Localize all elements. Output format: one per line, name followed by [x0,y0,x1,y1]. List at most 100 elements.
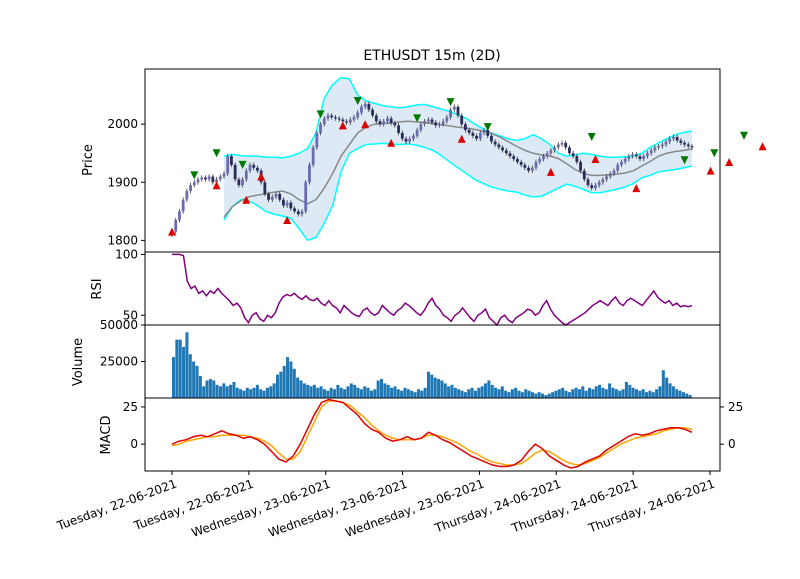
volume-bar [222,383,226,398]
candle-body [371,109,374,116]
volume-bar [487,380,491,398]
volume-bar [614,389,618,398]
volume-bar [329,387,333,398]
volume-bar [591,389,595,398]
volume-bar [530,392,534,398]
candle-body [300,211,304,215]
candle-body [319,124,322,133]
volume-bar [195,365,199,398]
volume-bar [192,361,196,398]
candle-body [449,109,452,118]
candle-body [653,147,657,151]
volume-bar [413,392,417,398]
candle-body [660,144,664,147]
volume-bar [604,389,608,398]
candle-body [545,153,549,157]
sell-marker [446,98,455,107]
candle-body [389,118,393,124]
volume-bar [376,380,380,398]
volume-ylabel: Volume [71,338,86,386]
candle-body [646,153,649,157]
candle-body [452,106,456,110]
candle-body [490,135,493,142]
candle-body [512,156,516,160]
candle-body [415,130,419,136]
candle-body [393,123,397,126]
candle-body [218,176,222,180]
candle-body [556,144,560,148]
candle-body [508,153,512,157]
volume-bar [205,380,209,398]
volume-bar [457,389,461,398]
candle-body [326,115,330,119]
volume-bar [359,389,363,398]
rsi-tick-label: 50 [123,308,138,322]
candle-body [337,118,341,120]
candle-body [568,147,571,154]
volume-bar [567,392,571,398]
volume-bar [453,387,457,398]
candle-body [256,167,259,171]
candle-body [441,121,445,125]
candle-body [423,121,426,125]
candle-body [575,156,579,162]
volume-bar [309,386,313,398]
volume-bar [386,384,390,398]
macd-right-tick-label: 25 [728,400,743,414]
buy-marker [242,195,251,204]
volume-bar [390,387,394,398]
volume-bar [175,339,179,398]
candle-body [430,119,434,123]
volume-bar [178,339,182,398]
candle-body [482,130,486,133]
volume-panel: 25000 50000 [100,318,721,399]
volume-bar [577,389,581,398]
volume-bar [380,379,384,398]
candle-body [204,177,207,180]
candle-body [478,132,482,139]
volume-bar [212,380,216,398]
volume-bar [366,387,370,398]
buy-marker [457,134,466,143]
candle-body [412,135,415,139]
candle-body [504,150,508,154]
volume-bar [601,387,605,398]
candle-body [304,182,308,212]
volume-bar [504,390,508,398]
price-tick-label: 1800 [107,233,138,247]
volume-bar [265,387,269,398]
candle-body [285,202,289,206]
buy-marker [632,184,641,193]
volume-bar [490,384,494,398]
candle-body [642,156,646,160]
volume-bar [527,390,531,398]
volume-bar [450,384,454,398]
volume-bar [255,384,259,398]
candle-body [174,220,178,232]
candle-body [296,211,300,215]
buy-marker [361,120,370,129]
candle-body [467,130,471,133]
candle-body [274,193,278,197]
buy-marker [168,227,176,236]
volume-bar [289,361,293,398]
candle-body [196,179,200,183]
volume-bar [651,392,655,398]
volume-bar [416,389,420,398]
volume-bar [218,386,222,398]
candle-body [207,176,211,180]
candle-body [538,159,542,162]
volume-bar [463,392,467,398]
candle-body [252,164,256,168]
macd-panel: 0 25 0 25 [123,397,743,472]
candle-body [527,167,530,171]
volume-bar [494,387,498,398]
volume-bar [292,368,296,398]
volume-bar [296,377,300,398]
volume-bar [588,387,592,398]
candle-body [237,179,241,186]
candle-body [605,176,608,180]
volume-bar [272,383,276,398]
candle-body [267,193,270,200]
chart-title: ETHUSDT 15m (2D) [363,48,500,64]
